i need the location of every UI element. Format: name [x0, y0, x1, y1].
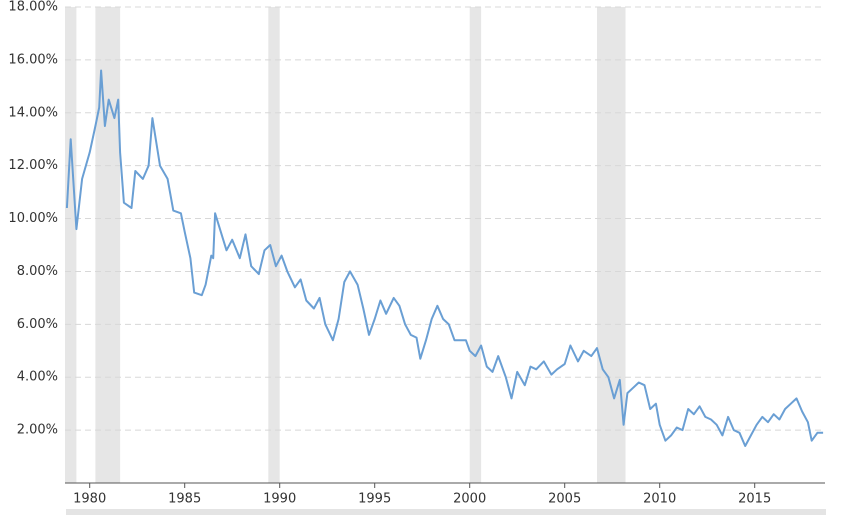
x-tick-label: 1995	[358, 492, 391, 507]
y-tick-label: 4.00%	[17, 370, 58, 385]
x-tick-label: 1980	[73, 492, 106, 507]
y-tick-label: 18.00%	[8, 0, 58, 15]
recession-band	[95, 7, 121, 483]
y-tick-label: 6.00%	[17, 317, 58, 332]
series-line	[65, 69, 824, 447]
y-tick-label: 14.00%	[8, 105, 58, 120]
y-tick-label: 16.00%	[8, 52, 58, 67]
recession-band	[469, 7, 482, 483]
recession-band	[597, 7, 626, 483]
x-tick-label: 2005	[548, 492, 581, 507]
x-tick-label: 2000	[453, 492, 486, 507]
y-tick-label: 12.00%	[8, 158, 58, 173]
scrollbar	[66, 509, 826, 515]
recession-band	[65, 7, 77, 483]
x-tick-label: 2015	[738, 492, 771, 507]
x-tick-label: 1990	[263, 492, 296, 507]
x-tick-label: 2010	[643, 492, 676, 507]
y-tick-label: 8.00%	[17, 264, 58, 279]
y-tick-label: 2.00%	[17, 423, 58, 438]
y-tick-label: 10.00%	[8, 211, 58, 226]
recession-band	[268, 7, 280, 483]
x-tick-label: 1985	[168, 492, 201, 507]
